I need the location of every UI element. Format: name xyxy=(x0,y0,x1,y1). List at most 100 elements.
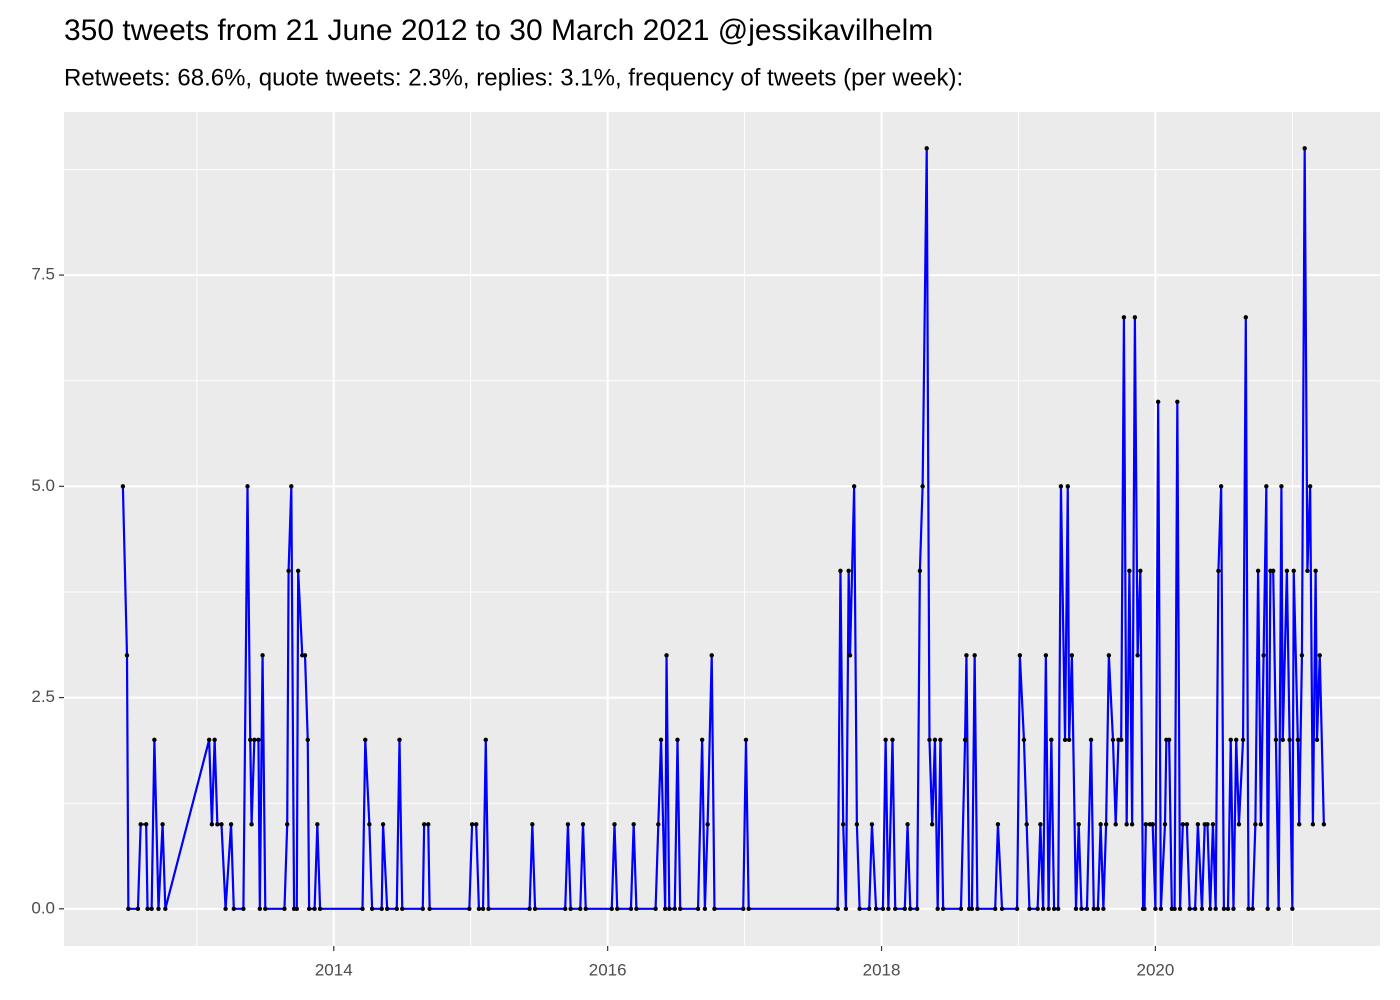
y-tick-label: 0.0 xyxy=(31,898,55,917)
point xyxy=(565,822,571,827)
x-tick-label: 2020 xyxy=(1137,960,1175,979)
point xyxy=(1124,822,1129,827)
point xyxy=(1142,906,1147,912)
point xyxy=(1021,737,1027,743)
point xyxy=(1317,653,1322,658)
x-tick-label: 2014 xyxy=(315,960,353,979)
point xyxy=(294,906,299,912)
point xyxy=(1231,906,1236,912)
point xyxy=(1243,315,1248,320)
point xyxy=(908,906,913,912)
point xyxy=(563,906,568,912)
point xyxy=(228,822,234,827)
point xyxy=(1138,568,1143,574)
point xyxy=(1162,822,1168,827)
point xyxy=(1038,822,1043,827)
point xyxy=(1166,737,1172,743)
point xyxy=(1155,399,1161,405)
point xyxy=(1129,822,1135,827)
point xyxy=(1177,906,1183,912)
point xyxy=(1187,906,1192,912)
point xyxy=(1051,906,1057,912)
x-tick-label: 2018 xyxy=(863,960,901,979)
point xyxy=(302,653,308,658)
point xyxy=(209,822,215,827)
point xyxy=(664,653,669,658)
point xyxy=(223,906,228,912)
point xyxy=(245,484,250,489)
y-tick-label: 7.5 xyxy=(31,265,55,284)
point xyxy=(568,906,573,912)
point xyxy=(135,906,141,912)
point xyxy=(672,906,677,912)
point xyxy=(902,906,908,912)
point xyxy=(256,737,261,743)
point xyxy=(483,737,488,743)
point xyxy=(400,906,405,912)
point xyxy=(212,737,217,743)
point xyxy=(675,737,680,743)
point xyxy=(846,568,851,574)
point xyxy=(384,906,390,912)
point xyxy=(231,906,237,912)
point xyxy=(1273,737,1279,743)
point xyxy=(249,822,254,827)
point xyxy=(124,653,130,658)
point xyxy=(1062,737,1068,743)
point xyxy=(306,906,312,912)
point xyxy=(317,906,323,912)
point xyxy=(1180,822,1186,827)
point xyxy=(367,822,372,827)
point xyxy=(1113,822,1118,827)
point xyxy=(975,906,980,912)
point xyxy=(248,737,253,743)
point xyxy=(678,906,683,912)
point xyxy=(1314,737,1320,743)
point xyxy=(1172,906,1177,912)
point xyxy=(1088,737,1094,743)
point xyxy=(1313,568,1318,574)
y-tick-label: 5.0 xyxy=(31,476,55,495)
point xyxy=(580,822,586,827)
point xyxy=(653,906,658,912)
point xyxy=(289,484,294,489)
point xyxy=(486,906,491,912)
point xyxy=(295,568,301,574)
point xyxy=(285,822,290,827)
point xyxy=(1101,906,1106,912)
point xyxy=(1043,653,1049,658)
point xyxy=(1127,568,1132,574)
point xyxy=(1103,822,1109,827)
point xyxy=(1280,737,1285,743)
point xyxy=(1213,906,1218,912)
line xyxy=(121,147,1325,910)
point xyxy=(1024,822,1029,827)
point xyxy=(1121,315,1127,320)
point xyxy=(656,822,661,827)
point xyxy=(869,822,875,827)
point xyxy=(1287,737,1292,743)
point xyxy=(835,906,840,912)
point xyxy=(886,906,891,912)
point xyxy=(263,906,268,912)
point xyxy=(163,906,168,912)
point xyxy=(924,146,929,151)
point xyxy=(920,484,925,489)
point xyxy=(958,906,964,912)
point xyxy=(156,906,161,912)
point xyxy=(420,906,425,912)
point xyxy=(1199,906,1205,912)
point xyxy=(699,737,705,743)
point xyxy=(1110,737,1116,743)
point xyxy=(1076,822,1081,827)
point xyxy=(1218,484,1224,489)
point xyxy=(1195,822,1201,827)
point xyxy=(426,822,431,827)
point xyxy=(905,822,910,827)
point xyxy=(252,737,257,743)
point xyxy=(1210,822,1216,827)
point xyxy=(1307,484,1313,489)
point xyxy=(1291,568,1296,574)
